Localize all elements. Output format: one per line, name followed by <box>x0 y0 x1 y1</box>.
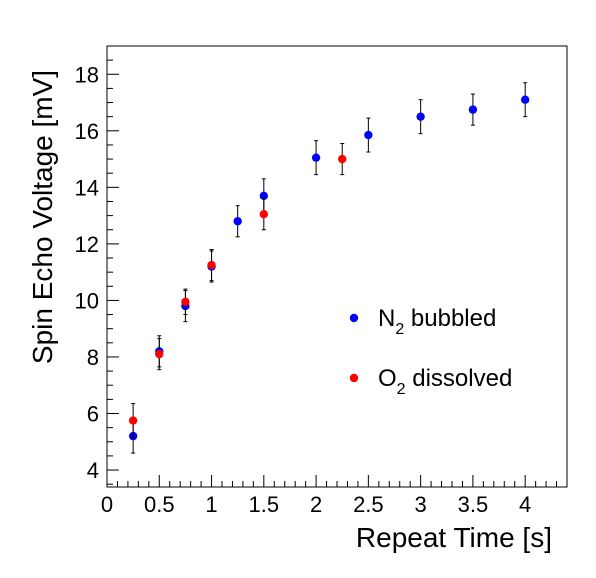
data-point <box>259 191 269 201</box>
x-axis-tick-labels: 0 0.5 1 1.5 2 2.5 3 3.5 4 <box>101 492 531 517</box>
data-point <box>181 297 190 307</box>
y-tick-label: 4 <box>87 458 99 483</box>
x-tick-label: 0.5 <box>144 492 175 517</box>
data-point <box>338 154 347 164</box>
data-point <box>311 153 321 162</box>
legend-marker <box>349 373 359 383</box>
y-tick-label: 8 <box>87 345 99 370</box>
x-axis-label: Repeat Time [s] <box>356 522 552 553</box>
x-axis-ticks <box>106 475 558 487</box>
y-tick-label: 12 <box>75 232 99 257</box>
y-tick-label: 18 <box>75 62 99 87</box>
series-2 <box>128 143 347 439</box>
x-tick-label: 3 <box>415 492 427 517</box>
y-axis-label: Spin Echo Voltage [mV] <box>27 70 58 364</box>
series-layer <box>128 82 530 454</box>
y-axis-tick-labels: 4 6 8 10 12 14 16 18 <box>75 62 99 483</box>
data-point <box>259 210 269 219</box>
legend-label: O2 dissolved <box>378 365 512 398</box>
data-point <box>520 95 530 104</box>
legend-marker <box>349 313 359 323</box>
y-tick-label: 6 <box>87 402 99 427</box>
data-point <box>128 416 138 425</box>
x-tick-label: 4 <box>519 492 531 517</box>
legend: N2 bubbled O2 dissolved <box>349 305 512 398</box>
y-tick-label: 16 <box>75 119 99 144</box>
y-tick-label: 14 <box>75 175 99 200</box>
x-tick-label: 2.5 <box>353 492 384 517</box>
legend-label: N2 bubbled <box>378 305 496 338</box>
data-point <box>233 217 242 226</box>
data-point <box>468 105 478 114</box>
data-point <box>155 349 164 359</box>
data-point <box>207 260 216 270</box>
data-point <box>416 112 425 121</box>
series-1 <box>128 82 530 454</box>
x-tick-label: 0 <box>101 492 113 517</box>
plot-frame <box>106 45 568 488</box>
x-tick-label: 2 <box>310 492 322 517</box>
x-tick-label: 1 <box>205 492 217 517</box>
x-tick-label: 3.5 <box>458 492 489 517</box>
x-tick-label: 1.5 <box>249 492 280 517</box>
y-tick-label: 10 <box>75 288 99 313</box>
y-axis-ticks <box>107 45 119 485</box>
data-point <box>364 130 373 140</box>
